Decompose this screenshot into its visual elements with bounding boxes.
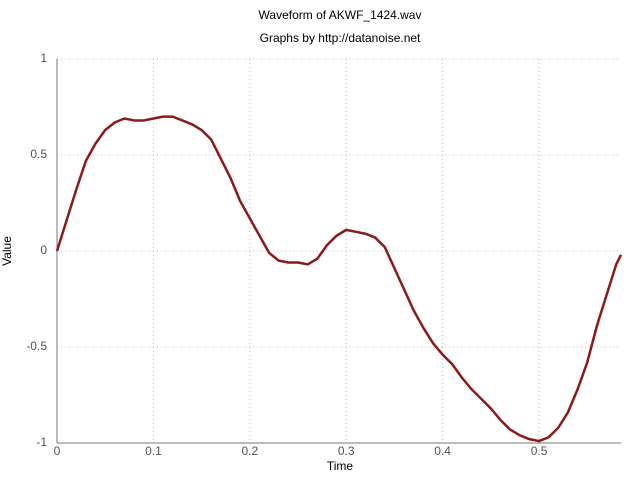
x-tick-label: 0.2 <box>241 444 258 458</box>
y-tick-label: 1 <box>40 51 47 65</box>
y-tick-label: 0.5 <box>30 147 47 161</box>
x-tick-label: 0.3 <box>338 444 355 458</box>
chart-title: Waveform of AKWF_1424.wav <box>259 8 422 22</box>
y-axis-label: Value <box>0 236 14 266</box>
x-tick-label: 0.5 <box>531 444 548 458</box>
chart-subtitle: Graphs by http://datanoise.net <box>260 31 421 45</box>
x-tick-label: 0.1 <box>145 444 162 458</box>
y-tick-label: -0.5 <box>26 339 47 353</box>
x-tick-label: 0 <box>54 444 61 458</box>
y-tick-label: 0 <box>40 243 47 257</box>
x-tick-label: 0.4 <box>434 444 451 458</box>
x-axis-label: Time <box>327 459 354 473</box>
waveform-line <box>55 115 623 443</box>
y-tick-label: -1 <box>36 435 47 449</box>
